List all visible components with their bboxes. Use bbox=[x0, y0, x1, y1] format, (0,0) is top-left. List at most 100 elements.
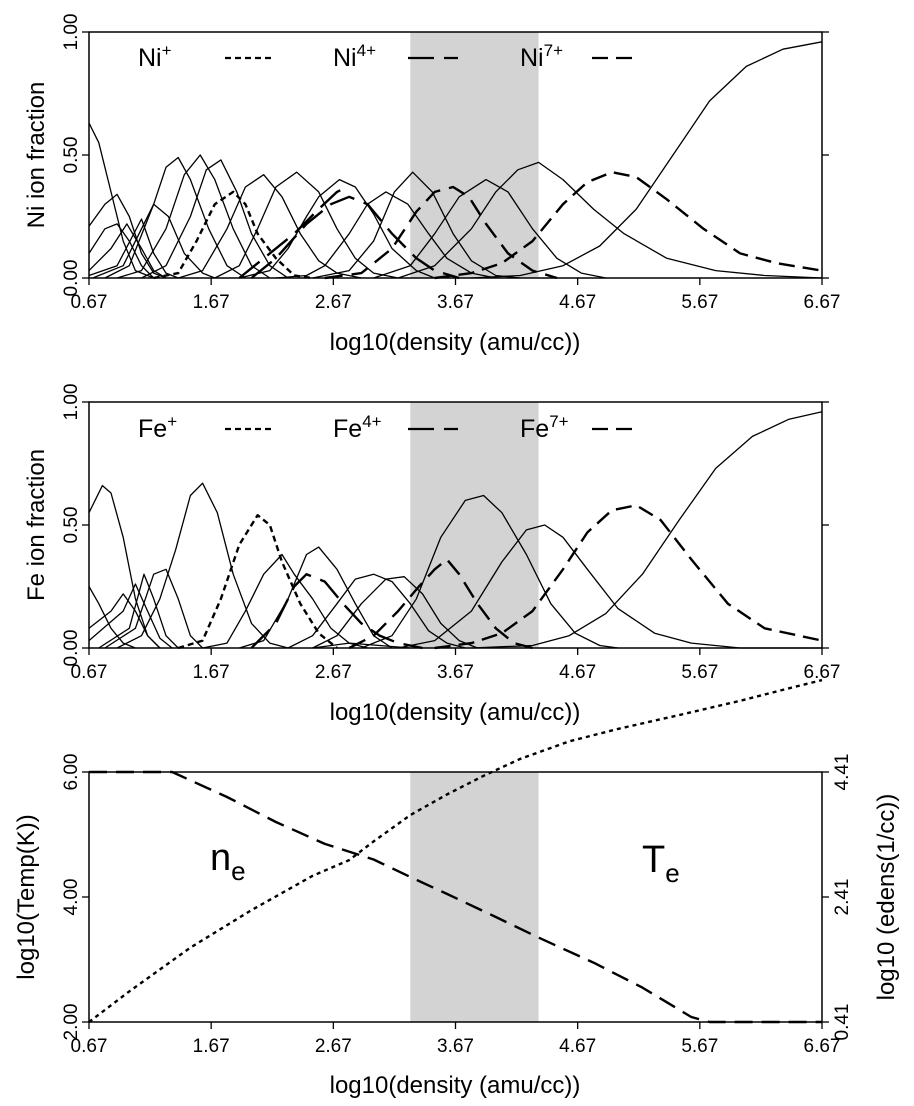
fe-line-ion-e bbox=[98, 573, 179, 649]
ni-line-ion-r bbox=[471, 41, 823, 279]
fe-y-axis-label: Fe ion fraction bbox=[23, 449, 50, 601]
temp-x-tick-label: 3.67 bbox=[437, 1036, 474, 1057]
fe-line-fe-4plus bbox=[250, 573, 423, 650]
fe-line-ion-g bbox=[116, 482, 289, 649]
fe-line-ion-a bbox=[88, 484, 161, 649]
ni-legend-4plus-label: Ni4+ bbox=[333, 41, 376, 72]
te-annotation: Te bbox=[642, 839, 680, 888]
temp-edens-panel: 0.67 1.67 2.67 3.67 4.67 5.67 6.67 2.00 4.00 6.0… bbox=[13, 678, 900, 1099]
fe-line-fe-7plus bbox=[434, 504, 823, 650]
ni-series-group bbox=[88, 41, 823, 280]
temp-y2-tick-label: 0.41 bbox=[832, 1004, 853, 1041]
fe-line-ion-p bbox=[312, 642, 411, 649]
fe-x-axis-label: log10(density (amu/cc)) bbox=[330, 699, 581, 726]
fe-legend: Fe+ Fe4+ Fe7+ bbox=[138, 412, 636, 443]
fe-line-ion-n bbox=[397, 524, 822, 649]
fe-line-ion-k bbox=[312, 576, 478, 649]
ni-x-tick-label: 2.67 bbox=[315, 292, 352, 313]
temp-x-tick-label: 5.67 bbox=[681, 1036, 718, 1057]
ni-line-ion-g bbox=[104, 156, 246, 279]
ni-x-tick-label: 3.67 bbox=[437, 292, 474, 313]
temp-x-tick-label: 1.67 bbox=[193, 1036, 230, 1057]
temp-x-tick-label: 4.67 bbox=[559, 1036, 596, 1057]
fe-x-ticks: 0.67 1.67 2.67 3.67 4.67 5.67 6.67 bbox=[71, 648, 841, 683]
ni-legend-7plus-label: Ni7+ bbox=[520, 41, 563, 72]
ni-x-tick-label: 0.67 bbox=[71, 292, 108, 313]
temp-y2-tick-label: 4.41 bbox=[832, 754, 853, 791]
ni-legend-plus-label: Ni+ bbox=[138, 41, 172, 72]
temp-x-tick-label: 0.67 bbox=[71, 1036, 108, 1057]
ni-ion-fraction-panel: 0.67 1.67 2.67 3.67 4.67 5.67 6.67 0.00 0.50 1.0… bbox=[23, 14, 840, 356]
temp-x-tick-label: 6.67 bbox=[804, 1036, 841, 1057]
temp-x-tick-label: 2.67 bbox=[315, 1036, 352, 1057]
fe-line-ion-o bbox=[471, 411, 823, 649]
ni-x-tick-label: 4.67 bbox=[559, 292, 596, 313]
ni-line-ni-4plus bbox=[250, 195, 460, 280]
ni-line-ion-k bbox=[214, 171, 399, 279]
fe-x-tick-label: 4.67 bbox=[559, 662, 596, 683]
ni-line-ion-a bbox=[88, 122, 154, 279]
temp-y-axis-label: log10(Temp(K)) bbox=[13, 814, 40, 979]
fe-line-ion-m bbox=[361, 494, 619, 649]
fe-x-tick-label: 0.67 bbox=[71, 662, 108, 683]
ni-line-ion-q bbox=[397, 161, 823, 279]
fe-line-ion-l bbox=[348, 558, 533, 650]
fe-legend-4plus-label: Fe4+ bbox=[333, 412, 382, 443]
ni-line-ion-m bbox=[275, 191, 496, 279]
ni-x-axis-label: log10(density (amu/cc)) bbox=[330, 329, 581, 356]
ni-y-tick-label: 0.00 bbox=[61, 260, 82, 297]
ni-line-ion-f bbox=[92, 203, 216, 279]
ni-line-ni-plus bbox=[153, 190, 313, 280]
ni-line-ion-d bbox=[88, 223, 167, 279]
fe-x-tick-label: 5.67 bbox=[681, 662, 718, 683]
fe-series-group bbox=[88, 411, 823, 650]
temp-y2-tick-label: 2.41 bbox=[832, 879, 853, 916]
fe-line-ion-i bbox=[239, 546, 393, 649]
ni-line-ion-j bbox=[178, 174, 362, 279]
temp-series-group bbox=[88, 678, 823, 1024]
fe-y-ticks: 0.00 0.50 1.00 bbox=[61, 384, 829, 667]
fe-y-tick-label: 1.00 bbox=[61, 384, 82, 421]
fe-line-ion-h bbox=[202, 553, 368, 649]
fe-x-tick-label: 3.67 bbox=[437, 662, 474, 683]
ni-line-ion-o bbox=[324, 185, 558, 280]
temp-y2-axis-label: log10 (edens(1/cc)) bbox=[873, 794, 900, 1001]
temp-y-tick-label: 2.00 bbox=[61, 1004, 82, 1041]
fe-y-tick-label: 0.50 bbox=[61, 507, 82, 544]
ni-line-ion-b bbox=[88, 193, 167, 279]
temp-y-tick-label: 4.00 bbox=[61, 879, 82, 916]
ni-line-ni-7plus bbox=[434, 170, 823, 280]
temp-line-electron-density bbox=[88, 678, 823, 1023]
fe-legend-plus-label: Fe+ bbox=[138, 412, 177, 443]
ni-y-tick-label: 0.50 bbox=[61, 137, 82, 174]
temp-y-tick-label: 6.00 bbox=[61, 754, 82, 791]
ni-y-axis-label: Ni ion fraction bbox=[23, 82, 50, 229]
fe-ion-fraction-panel: 0.67 1.67 2.67 3.67 4.67 5.67 6.67 0.00 0.50 1.0… bbox=[23, 384, 840, 726]
ni-x-tick-label: 6.67 bbox=[804, 292, 841, 313]
ni-line-ion-p bbox=[373, 178, 606, 279]
fe-x-tick-label: 1.67 bbox=[193, 662, 230, 683]
ni-y-ticks: 0.00 0.50 1.00 bbox=[61, 14, 829, 297]
fe-line-ion-c bbox=[88, 593, 161, 649]
temp-x-axis-label: log10(density (amu/cc)) bbox=[330, 1072, 581, 1099]
ni-x-tick-label: 5.67 bbox=[681, 292, 718, 313]
temp-line-temperature bbox=[89, 770, 822, 1024]
fe-line-ion-b bbox=[88, 586, 136, 649]
ni-y-tick-label: 1.00 bbox=[61, 14, 82, 51]
fe-line-fe-plus bbox=[177, 514, 338, 650]
ne-annotation: ne bbox=[210, 837, 246, 886]
fe-y-tick-label: 0.00 bbox=[61, 630, 82, 667]
ni-x-tick-label: 1.67 bbox=[193, 292, 230, 313]
fe-legend-7plus-label: Fe7+ bbox=[520, 412, 569, 443]
fe-x-tick-label: 6.67 bbox=[804, 662, 841, 683]
fe-line-ion-f bbox=[104, 568, 204, 649]
temp-y2-ticks: 0.41 2.41 4.41 bbox=[832, 754, 853, 1041]
temp-shaded-region bbox=[410, 772, 539, 1022]
ni-legend: Ni+ Ni4+ Ni7+ bbox=[138, 41, 636, 72]
temp-y-ticks: 2.00 4.00 6.00 bbox=[61, 754, 829, 1041]
ni-line-ion-h bbox=[116, 154, 271, 279]
fe-x-tick-label: 2.67 bbox=[315, 662, 352, 683]
fe-line-ion-j bbox=[287, 573, 466, 649]
temp-x-ticks: 0.67 1.67 2.67 3.67 4.67 5.67 6.67 bbox=[71, 1022, 841, 1057]
